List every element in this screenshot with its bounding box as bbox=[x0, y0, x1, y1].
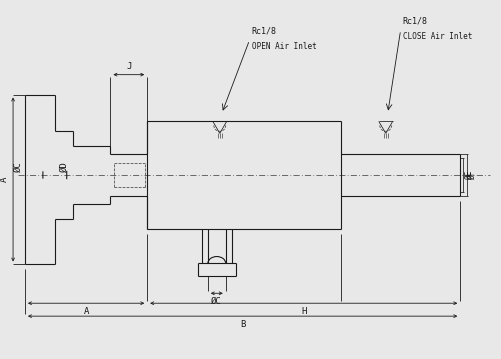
Text: Rc1/8: Rc1/8 bbox=[402, 17, 427, 26]
Text: OPEN Air Inlet: OPEN Air Inlet bbox=[251, 42, 316, 51]
Text: H: H bbox=[301, 307, 306, 316]
Text: ØF: ØF bbox=[467, 171, 476, 180]
Text: ØE: ØE bbox=[464, 171, 473, 180]
Text: Rc1/8: Rc1/8 bbox=[251, 27, 276, 36]
Text: A: A bbox=[83, 307, 89, 316]
Text: ØC: ØC bbox=[211, 297, 222, 306]
Text: J: J bbox=[126, 62, 131, 71]
Text: B: B bbox=[239, 320, 245, 329]
Text: ØD: ØD bbox=[60, 161, 69, 172]
Text: A: A bbox=[0, 177, 9, 182]
Text: CLOSE Air Inlet: CLOSE Air Inlet bbox=[402, 32, 471, 41]
Text: ØC: ØC bbox=[14, 161, 23, 172]
